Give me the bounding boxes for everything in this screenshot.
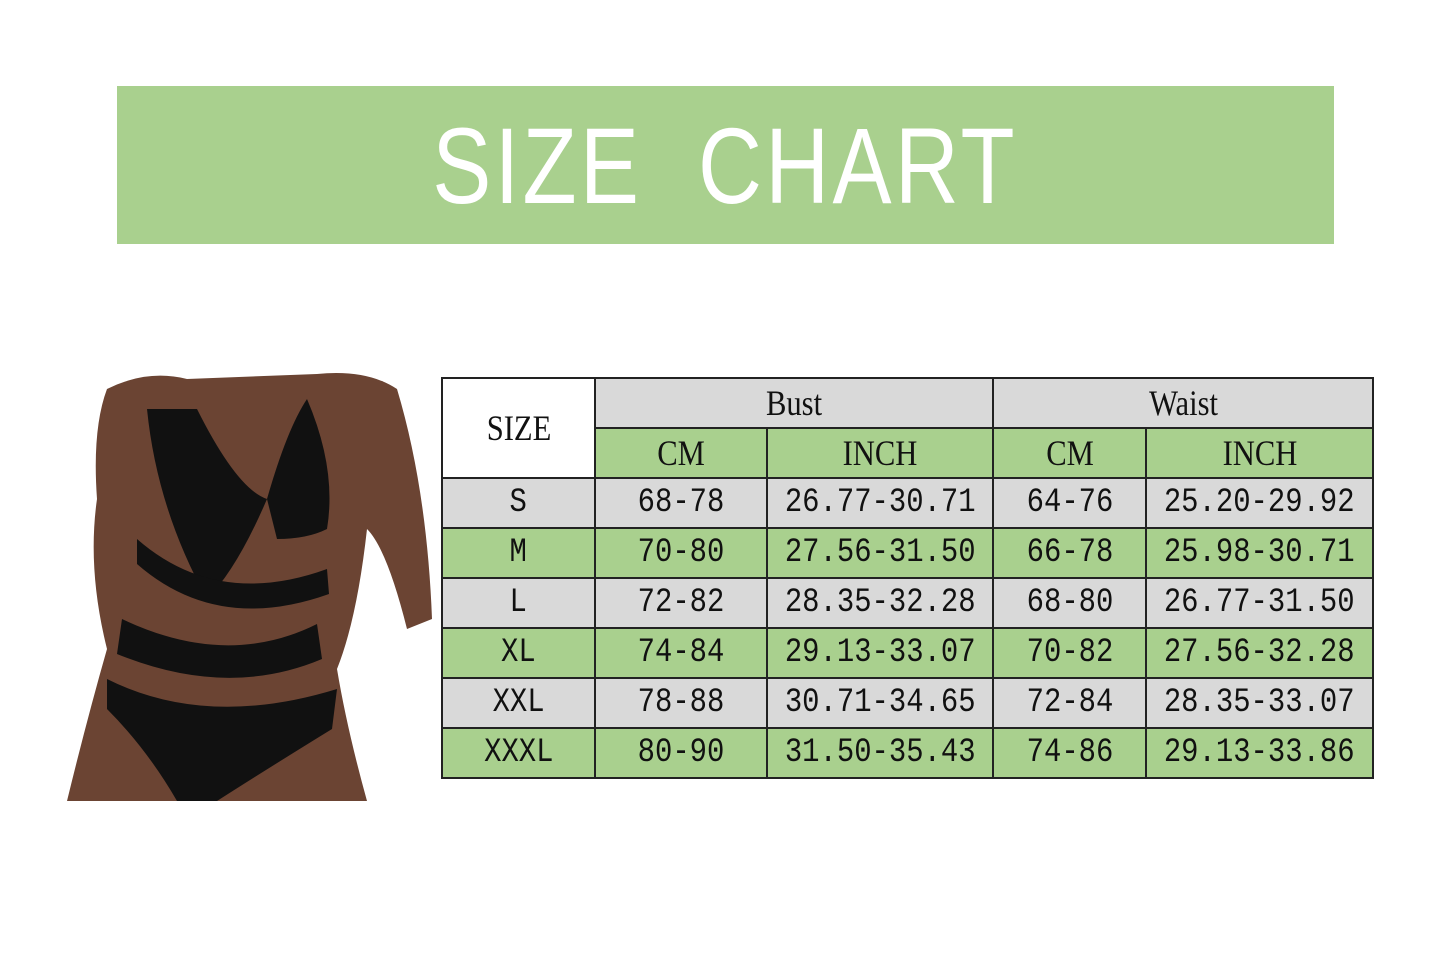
cell-waist-cm: 72-84 — [992, 677, 1148, 729]
cell-bust-inch: 30.71-34.65 — [765, 677, 995, 729]
bust-header: Bust — [593, 377, 995, 429]
cell-waist-cm: 74-86 — [992, 727, 1148, 779]
size-header: SIZE — [441, 377, 596, 479]
bust-cm-header: CM — [594, 427, 768, 479]
bra-right-cup — [267, 399, 330, 539]
banner-title: SIZE CHART — [432, 104, 1019, 226]
cell-size: M — [441, 527, 596, 579]
table-row: S 68-78 26.77-30.71 64-76 25.20-29.92 — [441, 477, 1374, 529]
panty-waistband — [117, 619, 322, 678]
cell-bust-cm: 70-80 — [594, 527, 768, 579]
cell-waist-cm: 64-76 — [992, 477, 1148, 529]
table-row: XXL 78-88 30.71-34.65 72-84 28.35-33.07 — [441, 677, 1374, 729]
cell-size: XL — [441, 627, 596, 679]
waist-cm-header: CM — [992, 427, 1148, 479]
table-row: XL 74-84 29.13-33.07 70-82 27.56-32.28 — [441, 627, 1374, 679]
cell-size: S — [441, 477, 596, 529]
cell-bust-inch: 26.77-30.71 — [765, 477, 995, 529]
cell-bust-inch: 29.13-33.07 — [765, 627, 995, 679]
table-row: XXXL 80-90 31.50-35.43 74-86 29.13-33.86 — [441, 727, 1374, 779]
waist-header: Waist — [992, 377, 1374, 429]
bust-inch-header: INCH — [765, 427, 995, 479]
cell-bust-cm: 72-82 — [594, 577, 768, 629]
cell-waist-inch: 26.77-31.50 — [1145, 577, 1374, 629]
cell-size: L — [441, 577, 596, 629]
cell-waist-inch: 28.35-33.07 — [1145, 677, 1374, 729]
size-table: SIZE Bust Waist CM INCH CM INCH S 68-78 26… — [441, 377, 1374, 779]
product-photo — [67, 369, 437, 801]
cell-bust-inch: 28.35-32.28 — [765, 577, 995, 629]
panty — [107, 679, 337, 801]
cell-bust-cm: 80-90 — [594, 727, 768, 779]
cell-size: XXXL — [441, 727, 596, 779]
cell-waist-cm: 70-82 — [992, 627, 1148, 679]
cell-waist-inch: 29.13-33.86 — [1145, 727, 1374, 779]
cell-waist-cm: 66-78 — [992, 527, 1148, 579]
cell-bust-cm: 78-88 — [594, 677, 768, 729]
waist-inch-header: INCH — [1145, 427, 1374, 479]
bra-band — [137, 539, 329, 609]
cell-waist-inch: 25.98-30.71 — [1145, 527, 1374, 579]
cell-size: XXL — [441, 677, 596, 729]
cell-bust-cm: 74-84 — [594, 627, 768, 679]
cell-waist-inch: 25.20-29.92 — [1145, 477, 1374, 529]
cell-waist-cm: 68-80 — [992, 577, 1148, 629]
cell-waist-inch: 27.56-32.28 — [1145, 627, 1374, 679]
bra-left-cup — [147, 409, 267, 599]
table-row: M 70-80 27.56-31.50 66-78 25.98-30.71 — [441, 527, 1374, 579]
cell-bust-inch: 31.50-35.43 — [765, 727, 995, 779]
cell-bust-inch: 27.56-31.50 — [765, 527, 995, 579]
cell-bust-cm: 68-78 — [594, 477, 768, 529]
title-banner: SIZE CHART — [117, 86, 1334, 244]
table-row: L 72-82 28.35-32.28 68-80 26.77-31.50 — [441, 577, 1374, 629]
